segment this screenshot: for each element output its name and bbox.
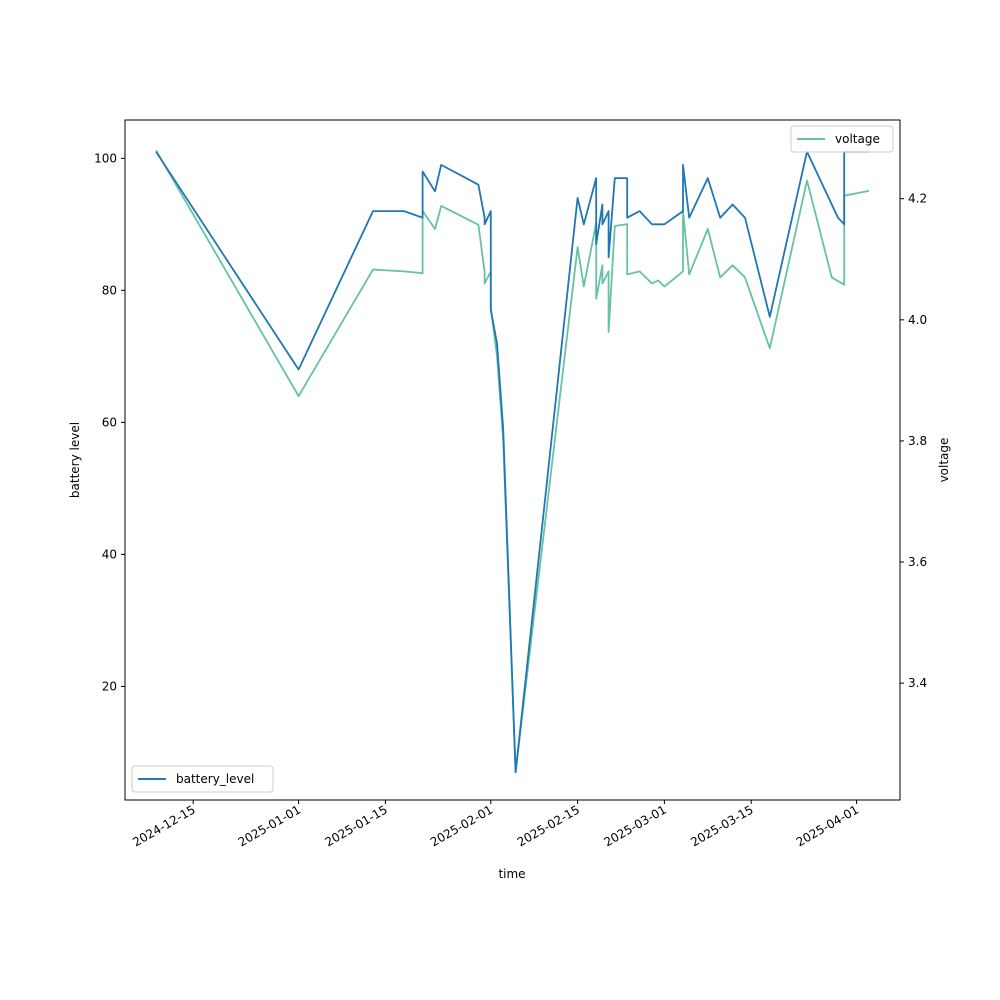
series-line-battery-level xyxy=(155,150,869,774)
x-axis: 2024-12-15 2025-01-01 2025-01-15 2025-02-01… xyxy=(130,800,861,849)
y-left-tick-label: 100 xyxy=(94,151,117,165)
legend-battery-level-box xyxy=(131,765,274,793)
x-tick-label: 2025-01-15 xyxy=(322,802,389,849)
y-right-tick-label: 4.2 xyxy=(908,192,927,206)
y-right-tick-label: 3.6 xyxy=(908,555,927,569)
series-line-voltage xyxy=(155,149,870,774)
x-tick-label: 2025-04-01 xyxy=(794,802,861,849)
legend-voltage-box xyxy=(790,125,894,153)
y-axis-left-label: battery level xyxy=(68,422,82,498)
x-axis-label: time xyxy=(498,867,525,881)
x-tick-label: 2024-12-15 xyxy=(130,802,197,849)
legend-voltage: voltage xyxy=(790,125,894,153)
legend-battery-level-label: battery_level xyxy=(176,772,254,786)
y-left-tick-label: 60 xyxy=(102,415,117,429)
y-axis-left: 20 40 60 80 100 xyxy=(94,151,125,693)
x-tick-label: 2025-02-15 xyxy=(515,802,582,849)
y-right-tick-label: 3.8 xyxy=(908,434,927,448)
series-lines xyxy=(155,149,870,774)
y-axis-right-label: voltage xyxy=(937,438,951,483)
legend-voltage-label: voltage xyxy=(835,132,880,146)
y-axis-right: 3.4 3.6 3.8 4.0 4.2 xyxy=(900,192,927,690)
y-right-tick-label: 3.4 xyxy=(908,676,927,690)
y-left-tick-label: 40 xyxy=(102,547,117,561)
legend-battery-level: battery_level xyxy=(131,765,274,793)
x-tick-label: 2025-01-01 xyxy=(236,802,303,849)
x-tick-label: 2025-03-15 xyxy=(688,802,755,849)
x-tick-label: 2025-03-01 xyxy=(601,802,668,849)
plot-frame xyxy=(124,119,901,801)
x-tick-label: 2025-02-01 xyxy=(428,802,495,849)
y-left-tick-label: 20 xyxy=(102,679,117,693)
y-right-tick-label: 4.0 xyxy=(908,313,927,327)
y-left-tick-label: 80 xyxy=(102,283,117,297)
